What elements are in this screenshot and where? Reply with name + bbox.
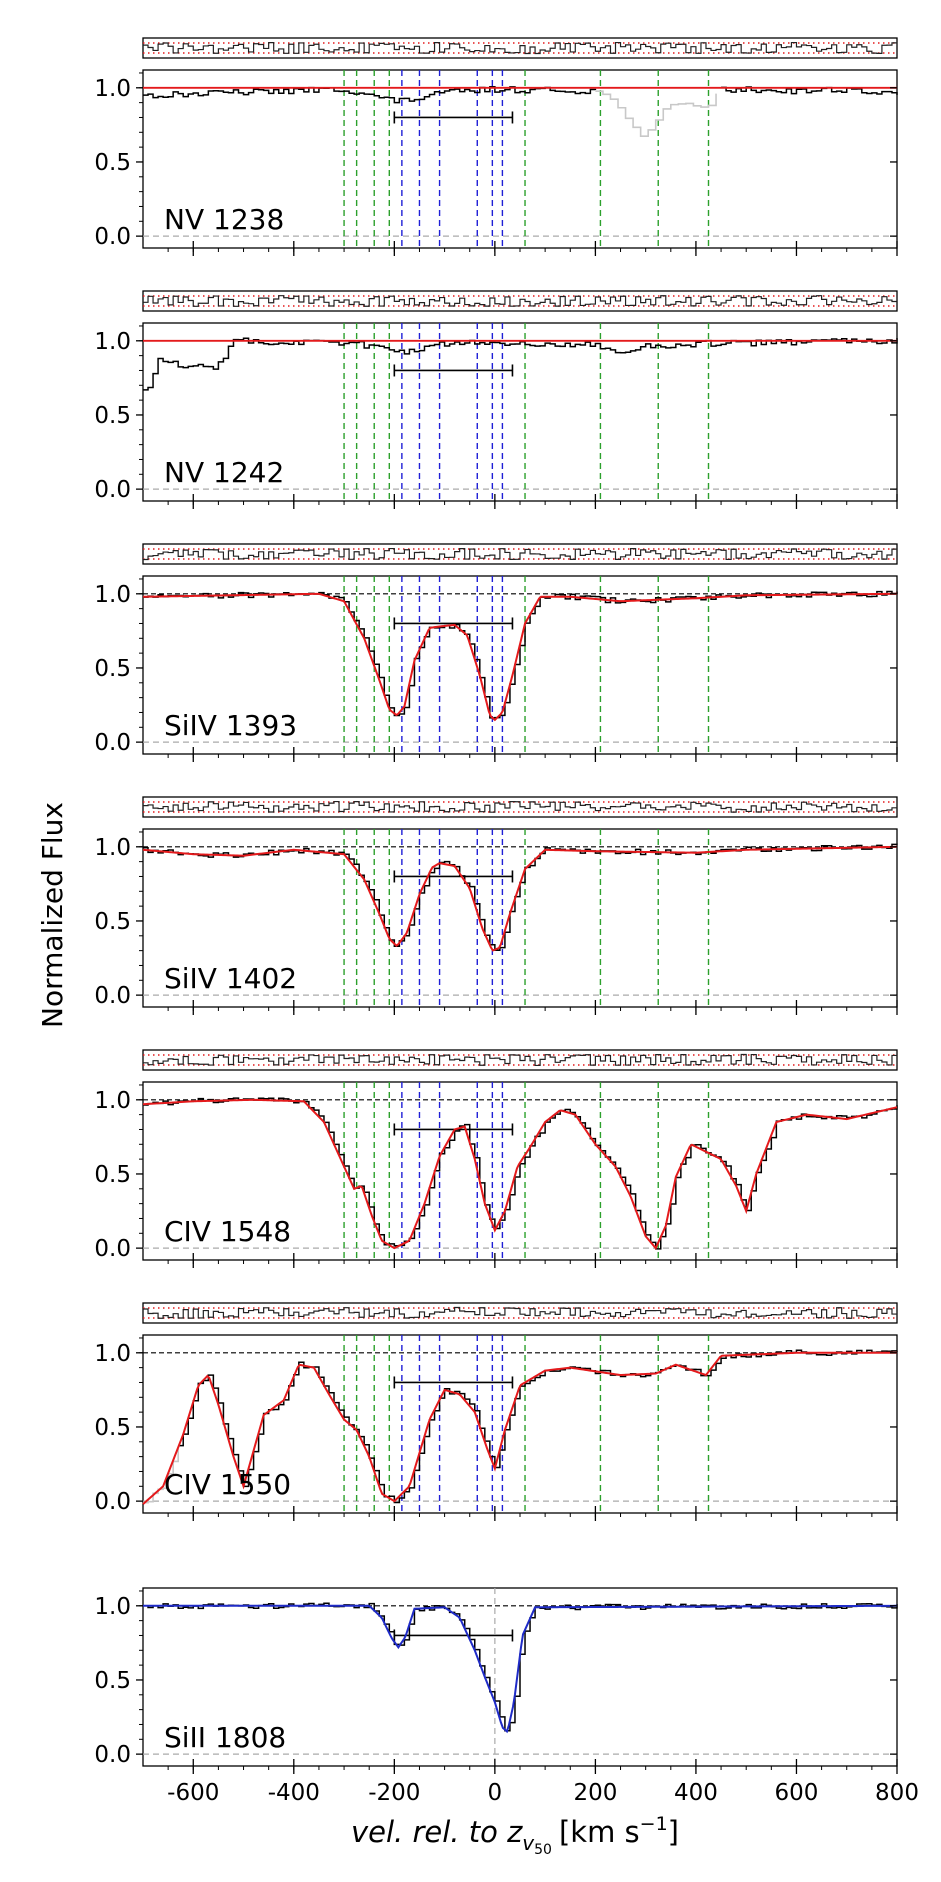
y-tick-label: 1.0 [94,1088,131,1114]
residual-frame [142,543,898,565]
spectrum-data [143,86,597,104]
x-axis-label-exp: −1 [640,1813,668,1835]
residual-frame [142,37,898,59]
model-fit-line [142,1098,898,1250]
panel-civ-1550: 0.0 0.5 1.0 CIV 1550 [94,1302,898,1521]
spectrum-data [143,337,898,391]
masked-spectrum [143,1448,179,1504]
panel-ion-label: SiII 1808 [164,1721,286,1754]
x-tick-label: 800 [875,1780,919,1806]
x-axis-label: vel. rel. to zv50 [km s−1] [351,1813,679,1858]
spectrum-data [143,843,898,951]
masked-spectrum [595,90,717,138]
y-tick-label: 0.0 [94,477,131,503]
y-tick-label: 0.0 [94,983,131,1009]
panel-siii-1808: 0.0 0.5 1.0 -600 -400 -200 0 200 400 600 800 SiII 1… [94,1587,919,1806]
residual-trace [143,295,898,307]
y-tick-label: 0.5 [94,403,131,429]
y-tick-label: 1.0 [94,582,131,608]
residual-trace [143,800,898,813]
x-tick-label: -600 [167,1780,219,1806]
x-axis-label-main: vel. rel. to z [351,1815,523,1849]
model-fit-line [143,1604,898,1734]
residual-frame [142,1302,898,1324]
x-axis-label-units: [km s [559,1815,640,1849]
x-axis-label-subsub: 50 [534,1842,552,1858]
x-axis-label-sub: v [522,1831,535,1855]
x-tick-label: -400 [268,1780,320,1806]
model-fit-line [142,845,898,952]
y-tick-label: 1.0 [94,1594,131,1620]
panel-civ-1548: 0.0 0.5 1.0 CIV 1548 [94,1049,898,1268]
x-tick-label: 200 [573,1780,617,1806]
y-tick-label: 0.5 [94,656,131,682]
x-axis-label-close: ] [668,1815,679,1849]
x-tick-label: 600 [775,1780,819,1806]
y-tick-label: 1.0 [94,1341,131,1367]
y-tick-label: 0.5 [94,150,131,176]
panel-nv-1242: 0.0 0.5 1.0 NV 1242 [94,290,898,509]
panels-group: 0.0 0.5 1.0 NV 1238 0.0 0.5 1.0 NV 1242 0.0 0.5 1.… [94,37,919,1806]
y-tick-label: 0.0 [94,1742,131,1768]
spectrum-data [143,1602,898,1732]
residual-trace [143,1053,898,1067]
y-tick-label: 0.5 [94,1415,131,1441]
residual-trace [143,41,898,55]
panel-siiv-1393: 0.0 0.5 1.0 SiIV 1393 [94,543,898,762]
y-tick-label: 0.0 [94,730,131,756]
x-tick-label: 0 [488,1780,503,1806]
y-tick-label: 1.0 [94,329,131,355]
x-tick-label: -200 [368,1780,420,1806]
panel-ion-label: SiIV 1402 [164,962,297,995]
model-fit-line [142,592,898,722]
residual-trace [143,547,898,561]
y-tick-label: 0.5 [94,1162,131,1188]
y-tick-label: 1.0 [94,835,131,861]
panel-siiv-1402: 0.0 0.5 1.0 SiIV 1402 [94,796,898,1015]
panel-nv-1238: 0.0 0.5 1.0 NV 1238 [94,37,898,256]
panel-ion-label: NV 1242 [164,456,284,489]
y-axis-label: Normalized Flux [36,802,69,1028]
residual-trace [143,1306,898,1319]
y-tick-label: 0.0 [94,1236,131,1262]
spectrum-data [143,590,898,719]
panel-ion-label: NV 1238 [164,203,284,236]
x-tick-label: 400 [674,1780,718,1806]
y-tick-label: 0.0 [94,1489,131,1515]
y-tick-label: 0.5 [94,909,131,935]
panel-ion-label: CIV 1550 [164,1468,291,1501]
y-tick-label: 0.5 [94,1668,131,1694]
y-tick-label: 1.0 [94,76,131,102]
panel-ion-label: SiIV 1393 [164,709,297,742]
panel-ion-label: CIV 1548 [164,1215,291,1248]
model-fit-line [142,1351,897,1505]
spectrum-data [721,86,898,95]
y-tick-label: 0.0 [94,224,131,250]
